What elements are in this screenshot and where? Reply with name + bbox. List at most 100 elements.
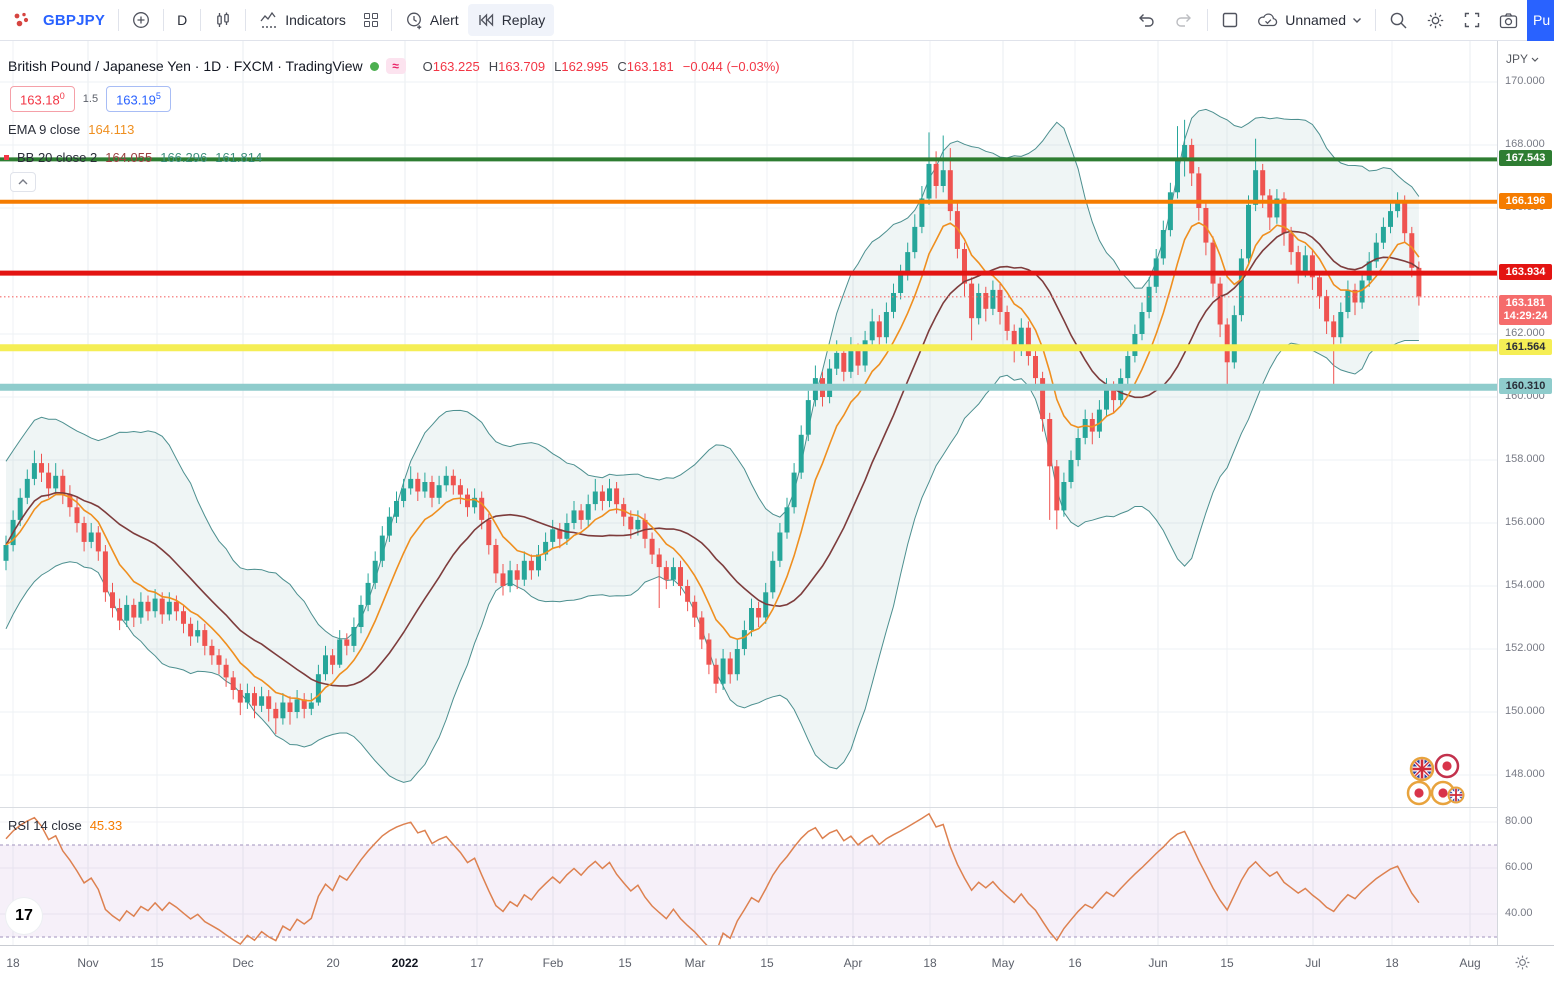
interval-button[interactable]: D (168, 4, 196, 36)
fullscreen-icon (1464, 12, 1480, 28)
low-value: 162.995 (561, 58, 609, 74)
screenshot-button[interactable] (1490, 4, 1527, 36)
gear-icon (1427, 12, 1444, 28)
undo-button[interactable] (1127, 4, 1165, 36)
quick-search-button[interactable] (1380, 4, 1417, 36)
rsi-label: RSI 14 close (8, 818, 82, 833)
symbol-button[interactable]: GBPJPY (34, 4, 114, 36)
ema-value: 164.113 (88, 122, 135, 137)
indicators-icon (260, 11, 277, 28)
price-tick: 162.000 (1505, 327, 1545, 339)
camera-icon (1499, 12, 1518, 28)
time-tick: May (991, 956, 1015, 970)
ema-label: EMA 9 close (8, 122, 81, 137)
time-tick: 20 (326, 956, 340, 970)
compare-add-symbol-button[interactable] (123, 4, 159, 36)
current-price-value: 163.181 (1505, 296, 1546, 309)
time-tick: 18 (923, 956, 937, 970)
price-tick: 168.000 (1505, 138, 1545, 150)
ema-indicator-row[interactable]: EMA 9 close 164.113 (8, 122, 134, 137)
toolbar-separator (245, 9, 247, 31)
time-axis[interactable]: 18 Nov 15 Dec 20 2022 17 Feb 15 Mar 15 Apr 18 May 16 Ju… (0, 946, 1554, 984)
bb-label: BB 20 close 2 (17, 150, 98, 165)
time-tick: Jul (1305, 956, 1321, 970)
time-axis-separator (0, 945, 1554, 946)
high-value: 163.709 (498, 58, 546, 74)
price-tick: 158.000 (1505, 453, 1545, 465)
top-toolbar: GBPJPY D Indicators (0, 0, 1554, 41)
time-tick: Apr (843, 956, 863, 970)
bar-countdown: 14:29:24 (1503, 309, 1548, 322)
time-tick: 16 (1068, 956, 1082, 970)
price-level-badge: 167.543 (1499, 150, 1552, 167)
time-tick: 15 (150, 956, 164, 970)
price-level-badge: 160.310 (1499, 378, 1552, 395)
current-price-badge: 163.181 14:29:24 (1499, 294, 1552, 325)
buy-button[interactable]: 163.195 (106, 86, 171, 113)
price-axis-currency-toggle[interactable]: JPY (1506, 52, 1539, 66)
change-value: −0.044 (−0.03%) (682, 58, 780, 74)
alert-button[interactable]: Alert (396, 4, 468, 36)
tradingview-menu-logo-icon[interactable] (8, 4, 34, 36)
price-level-badge: 163.934 (1499, 264, 1552, 281)
approx-data-icon[interactable]: ≈ (385, 58, 406, 74)
toolbar-separator (1375, 9, 1376, 31)
currency-flags-cluster (1402, 752, 1472, 810)
plus-circle-icon (133, 12, 150, 28)
search-icon (1390, 12, 1407, 28)
bb-indicator-row[interactable]: BB 20 close 2 164.055 166.296 161.814 (4, 150, 262, 165)
indicators-label: Indicators (285, 12, 346, 28)
pane-separator[interactable] (0, 807, 1554, 808)
toolbar-separator (163, 9, 165, 31)
time-axis-settings-gear-icon[interactable] (1514, 954, 1531, 971)
bb-upper-value: 166.296 (160, 150, 208, 165)
price-tick: 148.000 (1505, 768, 1545, 780)
chevron-down-icon (1353, 17, 1361, 23)
time-tick: 2022 (391, 956, 419, 970)
logo-dots-icon (14, 12, 29, 27)
symbol-title: British Pound / Japanese Yen · 1D · FXCM… (8, 58, 363, 74)
toolbar-separator (118, 9, 120, 31)
time-tick: Feb (542, 956, 564, 970)
rsi-tick: 60.00 (1505, 861, 1533, 873)
layout-grid-button[interactable] (355, 4, 387, 36)
price-tick: 154.000 (1505, 579, 1545, 591)
indicators-button[interactable]: Indicators (250, 4, 355, 36)
layout-name-label: Unnamed (1285, 12, 1346, 28)
price-tick: 170.000 (1505, 75, 1545, 87)
rsi-indicator-row[interactable]: RSI 14 close 45.33 (8, 818, 122, 833)
tradingview-watermark-logo[interactable]: 17 (6, 898, 42, 934)
candlestick-chart[interactable] (0, 41, 1497, 945)
time-tick: 18 (6, 956, 20, 970)
open-value: 163.225 (432, 58, 480, 74)
currency-label: JPY (1506, 52, 1529, 66)
rsi-tick: 80.00 (1505, 815, 1533, 827)
toolbar-separator (200, 9, 202, 31)
bb-bullet-icon (4, 155, 9, 160)
saved-layout-button[interactable]: Unnamed (1248, 4, 1371, 36)
price-axis[interactable]: JPY 170.000168.000166.000164.000162.0001… (1498, 41, 1554, 945)
fullscreen-button[interactable] (1454, 4, 1490, 36)
undo-arrow-icon (1139, 14, 1154, 27)
rsi-value: 45.33 (89, 818, 123, 833)
chart-layout-select-button[interactable] (1212, 4, 1248, 36)
time-tick: Mar (684, 956, 706, 970)
replay-button[interactable]: Replay (467, 4, 555, 36)
redo-arrow-icon (1176, 14, 1192, 27)
redo-button[interactable] (1165, 4, 1203, 36)
publish-button[interactable]: Pu (1527, 0, 1554, 41)
chevron-up-icon (18, 179, 28, 185)
single-layout-square-icon (1223, 12, 1238, 28)
collapse-legend-button[interactable] (10, 172, 36, 192)
jp-flag-icon (1434, 753, 1460, 779)
settings-button[interactable] (1417, 4, 1454, 36)
replay-label: Replay (501, 12, 546, 28)
jp-flag-icon (1406, 780, 1432, 806)
price-tick: 156.000 (1505, 516, 1545, 528)
alert-clock-icon (406, 12, 422, 29)
chart-type-button[interactable] (205, 4, 241, 36)
close-value: 163.181 (626, 58, 674, 74)
market-status-dot-icon[interactable] (369, 61, 379, 71)
toolbar-separator (1207, 9, 1209, 31)
sell-button[interactable]: 163.180 (10, 86, 75, 113)
